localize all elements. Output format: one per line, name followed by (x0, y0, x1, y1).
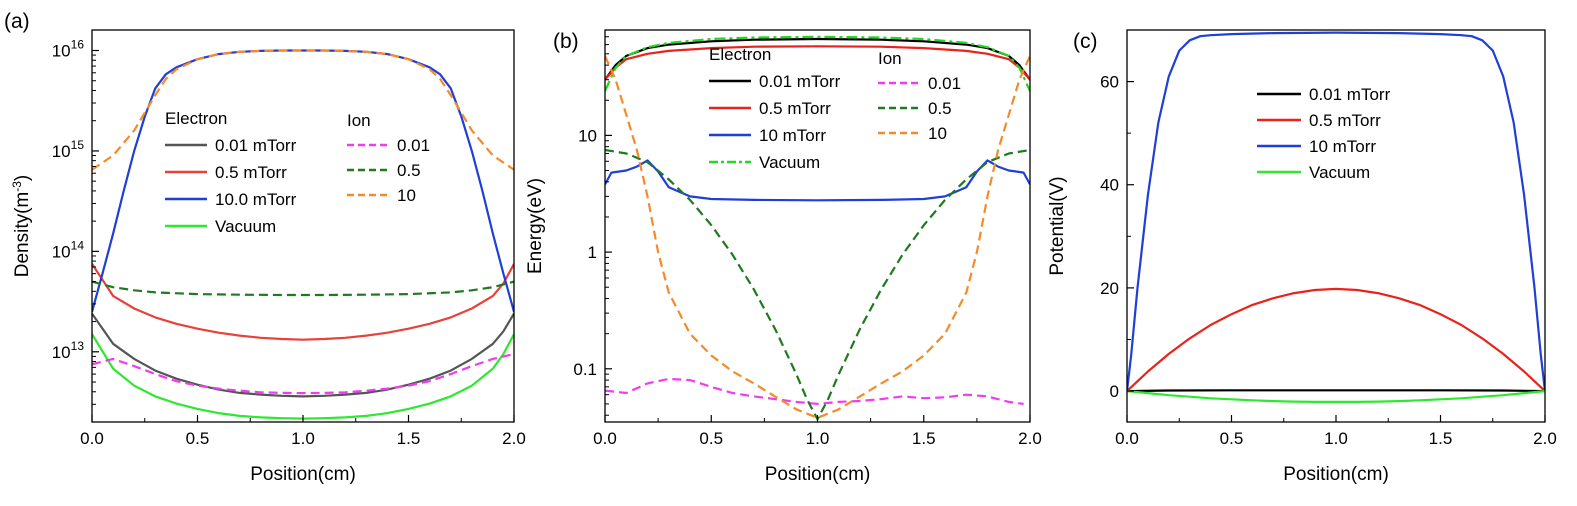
panel-c-xtick-label: 0.5 (1220, 429, 1244, 448)
panel-b-legend-entry: 0.01 (928, 74, 961, 93)
panel-a-legend-entry: 0.5 mTorr (215, 163, 287, 182)
panel-a-legend-entry: 10 (397, 186, 416, 205)
panel-a-xtick-label: 0.5 (186, 429, 210, 448)
panel-a-xtick-label: 2.0 (502, 429, 526, 448)
panel-b-xtick-label: 1.5 (912, 429, 936, 448)
panel-b-legend-ion: Ion 0.01 0.5 10 (878, 49, 961, 143)
panel-b-series-electron-vacuum (605, 35, 1030, 92)
panel-a-series-electron-10-0-mtorr (92, 49, 514, 313)
panel-c-legend-entry: 10 mTorr (1309, 137, 1376, 156)
panel-b-legend-entry: 0.5 mTorr (759, 99, 831, 118)
panel-c-series-0-01-mtorr (1127, 389, 1545, 393)
panel-c-series-10-mtorr (1127, 31, 1545, 392)
panel-b-label: (b) (553, 30, 579, 53)
panel-a-legend-entry: 0.01 mTorr (215, 136, 297, 155)
panel-b-series-ion-0-01 (605, 377, 1024, 405)
panel-c-legend-entry: Vacuum (1309, 163, 1370, 182)
panel-a-xtick-label: 1.5 (397, 429, 421, 448)
panel-c-xtick-label: 1.5 (1429, 429, 1453, 448)
panel-c: 0.0 0.5 1.0 1.5 2.0 0 20 40 60 Position(cm) Potent… (1047, 29, 1557, 485)
panel-c-ytick-label: 20 (1100, 279, 1119, 298)
panel-b-ytick-label: 1 (588, 243, 597, 262)
panel-a-series-ion-10 (92, 49, 514, 171)
panel-b-legend-electron: Electron 0.01 mTorr 0.5 mTorr 10 mTorr Vacuu… (709, 45, 841, 172)
panel-a-legend-entry: 10.0 mTorr (215, 190, 297, 209)
panel-c-ytick-label: 60 (1100, 73, 1119, 92)
panel-c-legend-entry: 0.01 mTorr (1309, 85, 1391, 104)
panel-a-legend-entry: Vacuum (215, 217, 276, 236)
panel-c-xtick-label: 0.0 (1115, 429, 1139, 448)
panel-b-legend-title: Ion (878, 49, 902, 68)
panel-a-label: (a) (4, 10, 30, 33)
panel-a-series-ion-0-5 (92, 280, 514, 297)
panel-c-label: (c) (1073, 30, 1098, 53)
panel-b-xlabel: Position(cm) (765, 464, 871, 485)
panel-a-series-electron-vacuum (92, 333, 514, 420)
panel-b-legend-entry: 0.01 mTorr (759, 72, 841, 91)
panel-a-ytick-label: 1015 (52, 138, 85, 161)
panel-b-series-electron-0-5-mtorr (605, 45, 1030, 81)
panel-b-legend-entry: 10 mTorr (759, 126, 826, 145)
panel-b-series-ion-0-5 (605, 148, 1030, 421)
panel-c-legend-entry: 0.5 mTorr (1309, 111, 1381, 130)
panel-c-ytick-label: 0 (1110, 382, 1119, 401)
panel-c-xlabel: Position(cm) (1283, 464, 1389, 485)
panel-a-series-electron-0-5-mtorr (92, 263, 514, 341)
panel-a-ytick-label: 1013 (52, 339, 85, 362)
panel-a-series-electron-0-01-mtorr (92, 312, 514, 398)
panel-b-legend-entry: Vacuum (759, 153, 820, 172)
panel-a-legend-ion: Ion 0.01 0.5 10 (347, 111, 430, 205)
panel-c-series-vacuum (1127, 390, 1545, 403)
panel-b-xtick-label: 0.5 (699, 429, 723, 448)
panel-c-legend: 0.01 mTorr 0.5 mTorr 10 mTorr Vacuum (1257, 85, 1391, 182)
panel-c-ytick-label: 40 (1100, 176, 1119, 195)
panel-b-ytick-label: 0.1 (573, 360, 597, 379)
panel-a-legend-entry: 0.01 (397, 136, 430, 155)
panel-a-xlabel: Position(cm) (250, 464, 356, 485)
panel-a-legend-electron: Electron 0.01 mTorr 0.5 mTorr 10.0 mTorr Vac… (165, 109, 297, 236)
panel-a-legend-title: Electron (165, 109, 227, 128)
panel-a-xtick-label: 0.0 (80, 429, 104, 448)
panel-c-series-0-5-mtorr (1127, 287, 1545, 392)
panel-b: 0.0 0.5 1.0 1.5 2.0 0.1 1 10 Position(cm) Energy(… (525, 29, 1042, 485)
panel-b-xtick-label: 0.0 (593, 429, 617, 448)
panel-a-ylabel: Density(m-3) (10, 175, 33, 278)
panel-b-legend-entry: 0.5 (928, 99, 952, 118)
panel-b-ytick-label: 10 (578, 126, 597, 145)
panel-a-series-ion-0-01 (92, 352, 514, 395)
panel-b-xtick-label: 1.0 (806, 429, 830, 448)
panel-a-xtick-label: 1.0 (291, 429, 315, 448)
panel-a-ytick-label: 1014 (52, 238, 85, 261)
panel-c-xtick-label: 2.0 (1533, 429, 1557, 448)
panel-a-legend-entry: 0.5 (397, 161, 421, 180)
panel-a: 0.0 0.5 1.0 1.5 2.0 1013 1014 1015 1016 Position(… (4, 10, 526, 485)
panel-b-ylabel: Energy(eV) (525, 178, 546, 274)
panel-a-legend-title: Ion (347, 111, 371, 130)
panel-c-xtick-label: 1.0 (1324, 429, 1348, 448)
panel-a-ytick-label: 1016 (52, 38, 85, 61)
panel-b-legend-title: Electron (709, 45, 771, 64)
panel-b-xtick-label: 2.0 (1018, 429, 1042, 448)
panel-c-ylabel: Potential(V) (1047, 176, 1068, 275)
panel-b-legend-entry: 10 (928, 124, 947, 143)
